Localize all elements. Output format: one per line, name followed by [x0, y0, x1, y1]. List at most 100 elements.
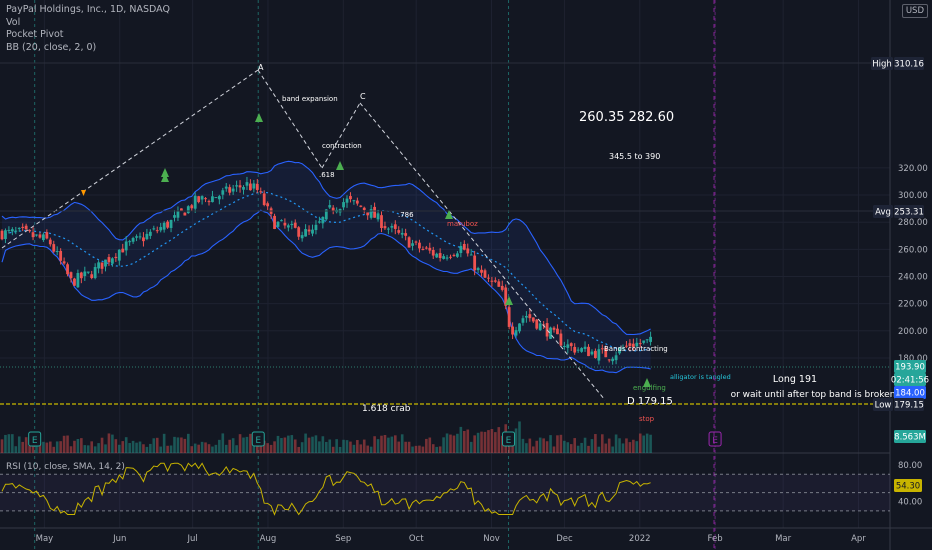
d-level-label: D 179.15	[627, 396, 673, 407]
volume-bar	[135, 442, 138, 453]
volume-bar	[400, 434, 404, 453]
candle-body	[449, 256, 452, 258]
candle-body	[28, 230, 31, 232]
candle-body	[221, 190, 225, 195]
candle-body	[625, 345, 628, 347]
volume-bar	[607, 438, 611, 453]
volume-bar	[52, 446, 56, 453]
volume-bar	[463, 430, 466, 453]
volume-bar	[311, 436, 314, 453]
rsi-legend[interactable]: RSI (10, close, SMA, 14, 2)	[6, 462, 125, 472]
time-tick-label: Apr	[851, 534, 866, 544]
candle-body	[307, 229, 311, 232]
volume-bar	[421, 446, 425, 453]
candle-body	[507, 307, 511, 327]
volume-bar	[128, 443, 131, 453]
volume-bar	[549, 435, 552, 453]
currency-badge[interactable]: USD	[901, 4, 928, 18]
candle-body	[245, 182, 249, 186]
rsi-line	[1, 462, 651, 516]
candle-body	[587, 346, 590, 357]
marubozu-label: maruboz	[447, 220, 478, 228]
volume-bar	[349, 441, 352, 453]
volume-bar	[200, 441, 204, 453]
volume-bar	[380, 435, 383, 453]
volume-bar	[325, 441, 328, 453]
candle-body	[224, 186, 228, 189]
candle-body	[10, 229, 14, 232]
volume-bar	[559, 434, 563, 453]
candle-body	[207, 201, 211, 203]
candle-body	[366, 212, 370, 216]
volume-bar	[590, 439, 594, 453]
legend-bb[interactable]: BB (20, close, 2, 0)	[6, 41, 97, 53]
candle-body	[438, 253, 442, 259]
candle-body	[428, 247, 432, 251]
price-tick-label: 180.00	[898, 354, 928, 364]
candle-body	[549, 327, 552, 339]
candle-body	[273, 215, 276, 229]
candle-body	[528, 314, 532, 319]
volume-bar	[587, 445, 590, 453]
volume-bar	[224, 444, 228, 453]
legend-title[interactable]: PayPal Holdings, Inc., 1D, NASDAQ	[6, 4, 170, 15]
volume-bar	[193, 443, 197, 453]
candle-body	[511, 326, 514, 335]
bands-contracting-label: Bands contracting	[604, 345, 668, 353]
rsi-value-tag-bg	[894, 479, 922, 492]
candle-body	[14, 230, 18, 232]
volume-bar	[73, 440, 76, 453]
pocket-pivot-marker	[161, 168, 169, 177]
candle-body	[17, 227, 21, 229]
candle-body	[231, 188, 235, 192]
candle-body	[197, 196, 201, 203]
candle-body	[228, 187, 232, 193]
volume-bar	[411, 446, 414, 453]
target-range-label: 345.5 to 390	[609, 152, 660, 161]
volume-bar	[442, 437, 445, 453]
candle-body	[535, 319, 539, 329]
candle-body	[86, 271, 90, 273]
candle-body	[262, 193, 266, 206]
candle-body	[431, 250, 435, 256]
candle-body	[83, 271, 87, 277]
volume-bar	[614, 434, 618, 453]
candle-body	[314, 224, 318, 231]
price-tick-label: 240.00	[898, 273, 928, 283]
candle-body	[0, 230, 4, 240]
volume-bar	[328, 439, 332, 453]
volume-bar	[469, 441, 473, 453]
candle-body	[452, 254, 456, 256]
candle-body	[93, 267, 97, 279]
volume-bar	[625, 438, 628, 453]
volume-bar	[114, 439, 118, 453]
volume-bar	[335, 439, 338, 453]
candle-body	[397, 230, 401, 233]
price-tick-label: 220.00	[898, 300, 928, 310]
legend-vol[interactable]: Vol	[6, 16, 21, 28]
volume-bar	[162, 433, 166, 453]
volume-bar	[76, 438, 80, 453]
candle-body	[631, 343, 635, 348]
candle-body	[552, 327, 556, 330]
volume-bar	[331, 446, 335, 453]
time-tick-label: Sep	[335, 534, 351, 544]
volume-bar	[228, 439, 231, 453]
candle-body	[121, 248, 125, 253]
long-note-label: or wait until after top band is broken	[731, 390, 896, 400]
volume-bar	[366, 445, 369, 453]
legend-pocket-pivot[interactable]: Pocket Pivot	[6, 29, 64, 40]
volume-bars	[0, 421, 652, 453]
level-tag: 184.00	[895, 389, 925, 399]
low-tag-value-bg	[894, 398, 924, 411]
candle-body	[304, 229, 307, 237]
volume-bar	[131, 440, 135, 453]
candle-body	[138, 236, 142, 238]
candle-body	[562, 346, 566, 348]
candle-body	[324, 209, 328, 220]
volume-bar	[373, 436, 376, 453]
candle-body	[618, 348, 621, 354]
candle-body	[66, 264, 69, 275]
